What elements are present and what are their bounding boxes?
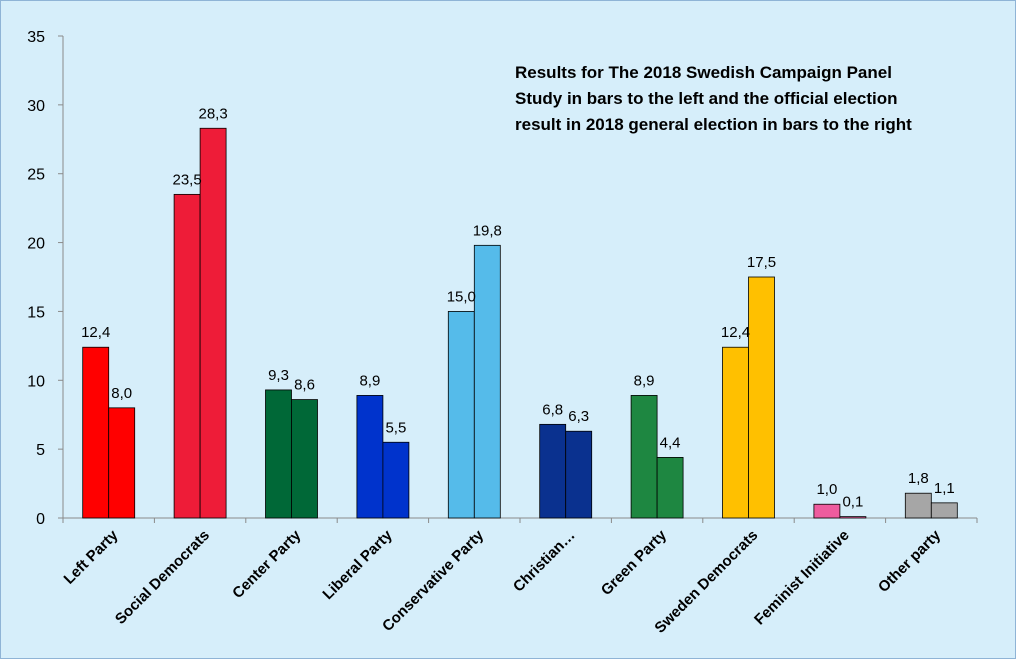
y-tick-label: 25 (27, 167, 45, 184)
x-tick-label: Sweden Democrats (651, 527, 761, 637)
x-tick-label: Center Party (229, 526, 305, 602)
bar-panel (265, 389, 292, 519)
data-label: 17,5 (747, 254, 776, 271)
y-tick-label: 5 (36, 442, 45, 459)
data-label: 1,0 (816, 481, 837, 498)
y-tick-label: 0 (36, 511, 45, 528)
bar-election (565, 430, 593, 519)
data-label: 9,3 (268, 367, 289, 384)
y-tick-label: 35 (27, 29, 45, 46)
y-tick-label: 10 (27, 373, 45, 390)
bar-election (748, 276, 775, 519)
bar-election (839, 516, 867, 519)
data-label: 12,4 (81, 324, 110, 341)
bar-panel (356, 395, 384, 519)
chart-title: Results for The 2018 Swedish Campaign Pa… (515, 60, 995, 138)
bar-panel (447, 311, 475, 519)
bar-panel (82, 346, 110, 519)
x-tick-label: Left Party (61, 526, 122, 587)
data-label: 8,0 (111, 385, 132, 402)
bar-panel (813, 503, 841, 519)
bar-election (108, 407, 136, 519)
data-label: 8,6 (294, 377, 315, 394)
bar-election (656, 457, 684, 519)
data-labels: 12,4 8,0 23,5 28,3 9,3 8,6 8,9 5,5 15,0 19,8 6,8 6,… (81, 105, 955, 510)
data-label: 1,8 (908, 470, 929, 487)
data-label: 12,4 (721, 324, 750, 341)
data-label: 6,8 (542, 401, 563, 418)
bar-panel (539, 423, 567, 519)
bar-panel (630, 395, 658, 519)
chart-title-line: Study in bars to the left and the offici… (515, 89, 898, 108)
data-label: 19,8 (473, 222, 502, 239)
bar-panel (722, 346, 749, 519)
y-tick-label: 20 (27, 236, 45, 253)
bar-election (930, 502, 958, 519)
bar-election (382, 441, 410, 519)
x-tick-label: Other party (875, 526, 945, 596)
bar-election (291, 399, 318, 519)
data-label: 28,3 (198, 105, 227, 122)
x-tick-label: Feminist Initiative (751, 527, 853, 629)
bar-panel (904, 492, 932, 519)
data-label: 15,0 (447, 288, 476, 305)
bar-election (473, 244, 501, 519)
bars (82, 127, 958, 519)
bar-panel (173, 193, 201, 519)
y-tick-label: 30 (27, 98, 45, 115)
data-label: 23,5 (172, 171, 201, 188)
data-label: 8,9 (634, 372, 655, 389)
x-tick-label: Conservative Party (379, 526, 488, 635)
data-label: 5,5 (385, 419, 406, 436)
data-label: 6,3 (568, 408, 589, 425)
data-label: 1,1 (934, 480, 955, 497)
chart-title-line: Results for The 2018 Swedish Campaign Pa… (515, 63, 892, 82)
data-label: 0,1 (842, 494, 863, 511)
data-label: 8,9 (359, 372, 380, 389)
chart-title-line: result in 2018 general election in bars … (515, 115, 912, 134)
x-tick-label: Christian… (510, 527, 579, 596)
bar-election (199, 127, 227, 519)
data-label: 4,4 (660, 434, 681, 451)
x-tick-label: Social Democrats (112, 527, 213, 628)
x-tick-label: Liberal Party (319, 526, 396, 603)
x-tick-label: Green Party (598, 526, 671, 599)
y-tick-label: 15 (27, 304, 45, 321)
